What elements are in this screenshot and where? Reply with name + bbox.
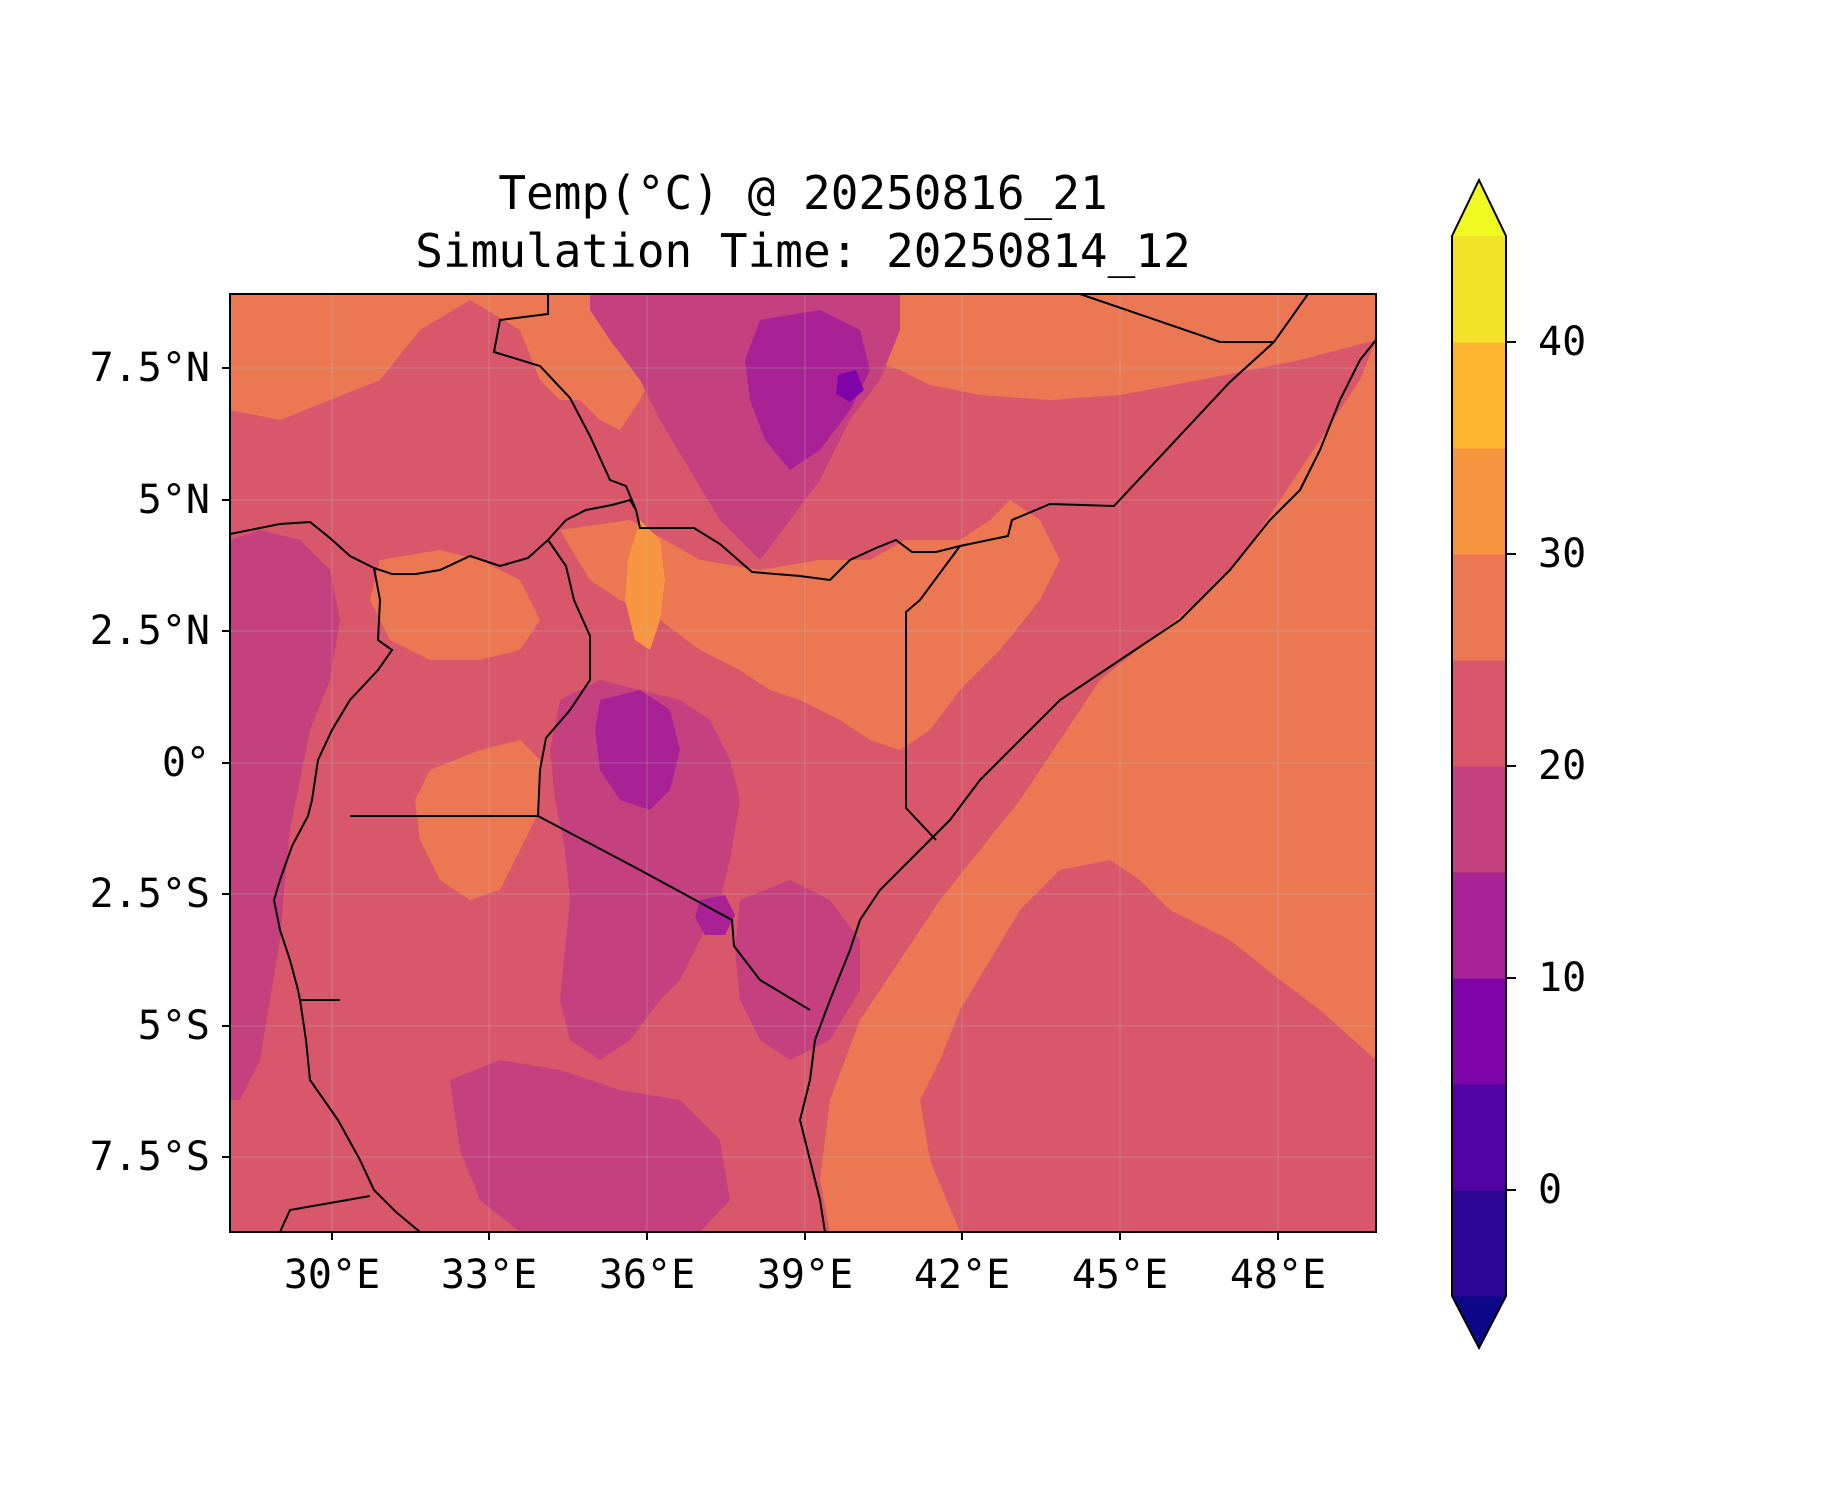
x-tick-label: 30°E [283,1252,381,1298]
map-field [230,294,1376,1232]
x-tick-label: 39°E [756,1252,854,1298]
border-south-sudan-uganda [230,520,549,575]
field-band-10-15-ethiopia [745,310,870,470]
colorbar-tick-label: 10 [1538,955,1587,1001]
colorbar [1451,177,1516,1351]
x-tick-label: 36°E [598,1252,696,1298]
border-kenya-somalia [905,545,961,841]
border-kenya-ethiopia [547,498,961,582]
chart-title: Temp(°C) @ 20250816_21 [498,166,1108,220]
border-zambia [279,1195,371,1232]
colorbar-extend-low [1452,1296,1506,1348]
colorbar-segment [1452,554,1506,661]
colorbar-segment [1452,872,1506,979]
field-band-15-20-west [230,530,340,1100]
border-uganda-drc [307,567,394,817]
field-band-25-30-uganda [370,550,540,660]
colorbar-tick-label: 20 [1538,743,1587,789]
y-tick-label: 2.5°N [89,608,210,654]
field-band-25-30-central [560,500,1060,750]
grid-lines [230,294,1376,1232]
border-tanganyika [299,999,421,1232]
field-band-10-15-kenya [595,690,680,810]
colorbar-segment [1452,660,1506,767]
colorbar-outline [1451,177,1507,1351]
border-ethiopia-sudan [492,294,637,511]
field-band-5-10-spot [836,370,864,402]
border-rwanda-burundi [272,815,340,1001]
y-tick-label: 5°N [137,477,210,523]
colorbar-segment [1452,448,1506,555]
y-tick-label: 2.5°S [89,871,210,917]
border-uganda-kenya [537,539,591,817]
border-somaliland [1079,294,1274,343]
y-ticks [222,367,230,1158]
colorbar-segment [1452,342,1506,449]
y-tick-label: 7.5°S [89,1134,210,1180]
field-band-25-30-east [820,340,1376,1232]
x-ticks [331,1232,1279,1240]
colorbar-segment [1452,766,1506,873]
colorbar-segment [1452,1190,1506,1297]
field-band-15-20-south [450,1060,730,1232]
x-tick-label: 33°E [440,1252,538,1298]
colorbar-tick-label: 30 [1538,531,1587,577]
colorbar-segment [1452,1084,1506,1191]
colorbar-tick-label: 40 [1538,319,1587,365]
colorbar-extend-high [1452,180,1506,236]
x-tick-label: 42°E [913,1252,1011,1298]
coastline [798,339,1376,1232]
field-band-30-35 [625,520,665,650]
x-tick-label: 48°E [1229,1252,1327,1298]
x-tick-label: 45°E [1071,1252,1169,1298]
y-tick-label: 5°S [137,1003,210,1049]
country-borders [230,294,1376,1232]
colorbar-segment [1452,236,1506,343]
field-band-15-20-rift [550,680,740,1060]
field-band-25-30-north [230,294,1376,430]
colorbar-tick-label: 0 [1538,1167,1563,1213]
border-ethiopia-somalia [959,294,1309,547]
field-band-25-30-victoria [415,740,540,900]
y-tick-label: 7.5°N [89,345,210,391]
chart-subtitle: Simulation Time: 20250814_12 [415,224,1191,278]
field-band-15-20-tanzania [735,880,860,1060]
y-tick-label: 0° [161,740,210,786]
colorbar-segment [1452,978,1506,1085]
border-kenya-tanzania [537,815,811,1011]
